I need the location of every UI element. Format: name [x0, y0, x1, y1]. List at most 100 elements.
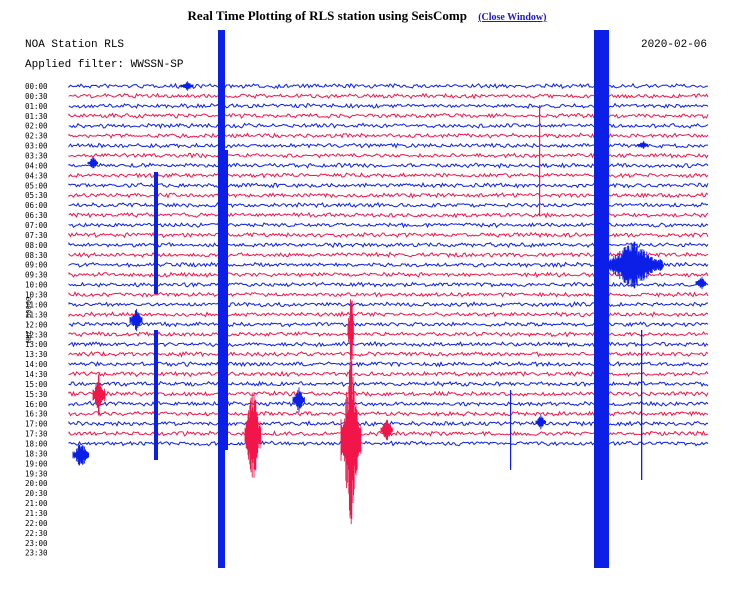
event-bursts: [72, 30, 707, 568]
trace-line: [68, 310, 709, 318]
event-burst-blue: [695, 276, 707, 290]
time-label: 01:30: [25, 112, 48, 121]
event-burst-red: [380, 419, 393, 441]
event-column: [594, 30, 609, 568]
trace-line: [68, 321, 709, 328]
time-axis: 00:0000:3001:0001:3002:0002:3003:0003:30…: [25, 82, 48, 558]
time-label: 12:00: [25, 320, 48, 329]
event-burst-red: [92, 373, 106, 417]
time-label: 21:30: [25, 509, 48, 518]
trace-line: [68, 370, 709, 378]
close-window-link[interactable]: (Close Window): [478, 12, 547, 23]
event-burst-blue: [87, 157, 99, 169]
time-label: 10:30: [25, 291, 48, 300]
time-label: 21:00: [25, 499, 48, 508]
event-burst-blue: [292, 387, 305, 413]
channel-label: HHZ - 50000: [26, 297, 34, 343]
time-label: 14:30: [25, 370, 48, 379]
time-label: 11:00: [25, 300, 48, 309]
time-label: 03:30: [25, 152, 48, 161]
page-title: Real Time Plotting of RLS station using …: [187, 8, 467, 23]
time-label: 18:30: [25, 449, 48, 458]
helicorder-plot: 00:00 00:30 01:00 01:30 02:00 02:30 03:00 03:30…: [21, 30, 713, 568]
trace-line: [68, 152, 709, 159]
trace-line: [68, 181, 709, 189]
trace-line: [68, 82, 709, 90]
event-spike: [154, 330, 158, 460]
time-label: 12:30: [25, 330, 48, 339]
time-label: 04:30: [25, 171, 48, 180]
time-label: 00:30: [25, 92, 48, 101]
event-column: [224, 150, 228, 450]
event-burst-red: [347, 299, 354, 361]
time-label: 05:30: [25, 191, 48, 200]
trace-line: [68, 132, 709, 140]
time-label: 08:00: [25, 241, 48, 250]
event-spike: [154, 172, 158, 294]
event-spike: [641, 330, 643, 480]
time-label: 03:00: [25, 142, 48, 151]
time-label: 20:00: [25, 479, 48, 488]
trace-line: [68, 221, 709, 229]
time-label: 04:00: [25, 161, 48, 170]
trace-line: [68, 192, 709, 199]
trace-line: [68, 390, 709, 398]
event-burst-blue: [129, 308, 143, 332]
time-label: 20:30: [25, 489, 48, 498]
event-burst-blue: [180, 81, 194, 91]
time-label: 05:00: [25, 181, 48, 190]
trace-line: [68, 211, 709, 219]
trace-line: [68, 201, 709, 208]
time-label: 22:30: [25, 529, 48, 538]
trace-line: [68, 231, 709, 239]
time-label: 13:00: [25, 340, 48, 349]
time-label: 15:30: [25, 390, 48, 399]
trace-line: [68, 142, 709, 149]
time-label: 17:00: [25, 420, 48, 429]
event-burst-red: [244, 392, 262, 478]
station-label: NOA Station RLS: [25, 39, 124, 51]
time-label: 16:00: [25, 400, 48, 409]
time-label: 11:30: [25, 310, 48, 319]
trace-line: [68, 340, 709, 348]
time-label: 01:00: [25, 102, 48, 111]
trace-line: [68, 400, 709, 407]
event-spike-red: [539, 105, 541, 215]
time-label: 08:30: [25, 251, 48, 260]
plot-date: 2020-02-06: [641, 39, 707, 51]
time-label: 15:00: [25, 380, 48, 389]
trace-line: [68, 241, 709, 249]
trace-line: [68, 360, 709, 368]
filter-label: Applied filter: WWSSN-SP: [25, 59, 184, 71]
seismogram-canvas: 00:0000:3001:0001:3002:0002:3003:0003:30…: [25, 30, 709, 568]
time-label: 02:30: [25, 132, 48, 141]
time-label: 02:00: [25, 122, 48, 131]
time-label: 18:00: [25, 439, 48, 448]
trace-line: [68, 271, 709, 279]
time-label: 19:00: [25, 459, 48, 468]
time-label: 07:00: [25, 221, 48, 230]
event-burst-red: [340, 355, 362, 525]
time-label: 17:30: [25, 430, 48, 439]
time-label: 00:00: [25, 82, 48, 91]
event-burst-blue: [535, 414, 547, 430]
time-label: 14:00: [25, 360, 48, 369]
event-spike: [510, 390, 512, 470]
time-label: 16:30: [25, 410, 48, 419]
event-coda: [602, 241, 663, 289]
event-burst-blue: [72, 444, 90, 466]
time-label: 19:30: [25, 469, 48, 478]
trace-line: [68, 122, 709, 130]
trace-line: [68, 281, 709, 288]
trace-line: [68, 330, 709, 338]
trace-line: [68, 301, 709, 308]
time-label: 23:00: [25, 539, 48, 548]
trace-line: [68, 112, 709, 119]
event-burst-blue: [637, 141, 649, 149]
time-label: 13:30: [25, 350, 48, 359]
trace-line: [68, 439, 709, 447]
time-label: 09:30: [25, 271, 48, 280]
trace-line: [68, 350, 709, 358]
time-label: 10:00: [25, 281, 48, 290]
trace-line: [68, 291, 709, 298]
